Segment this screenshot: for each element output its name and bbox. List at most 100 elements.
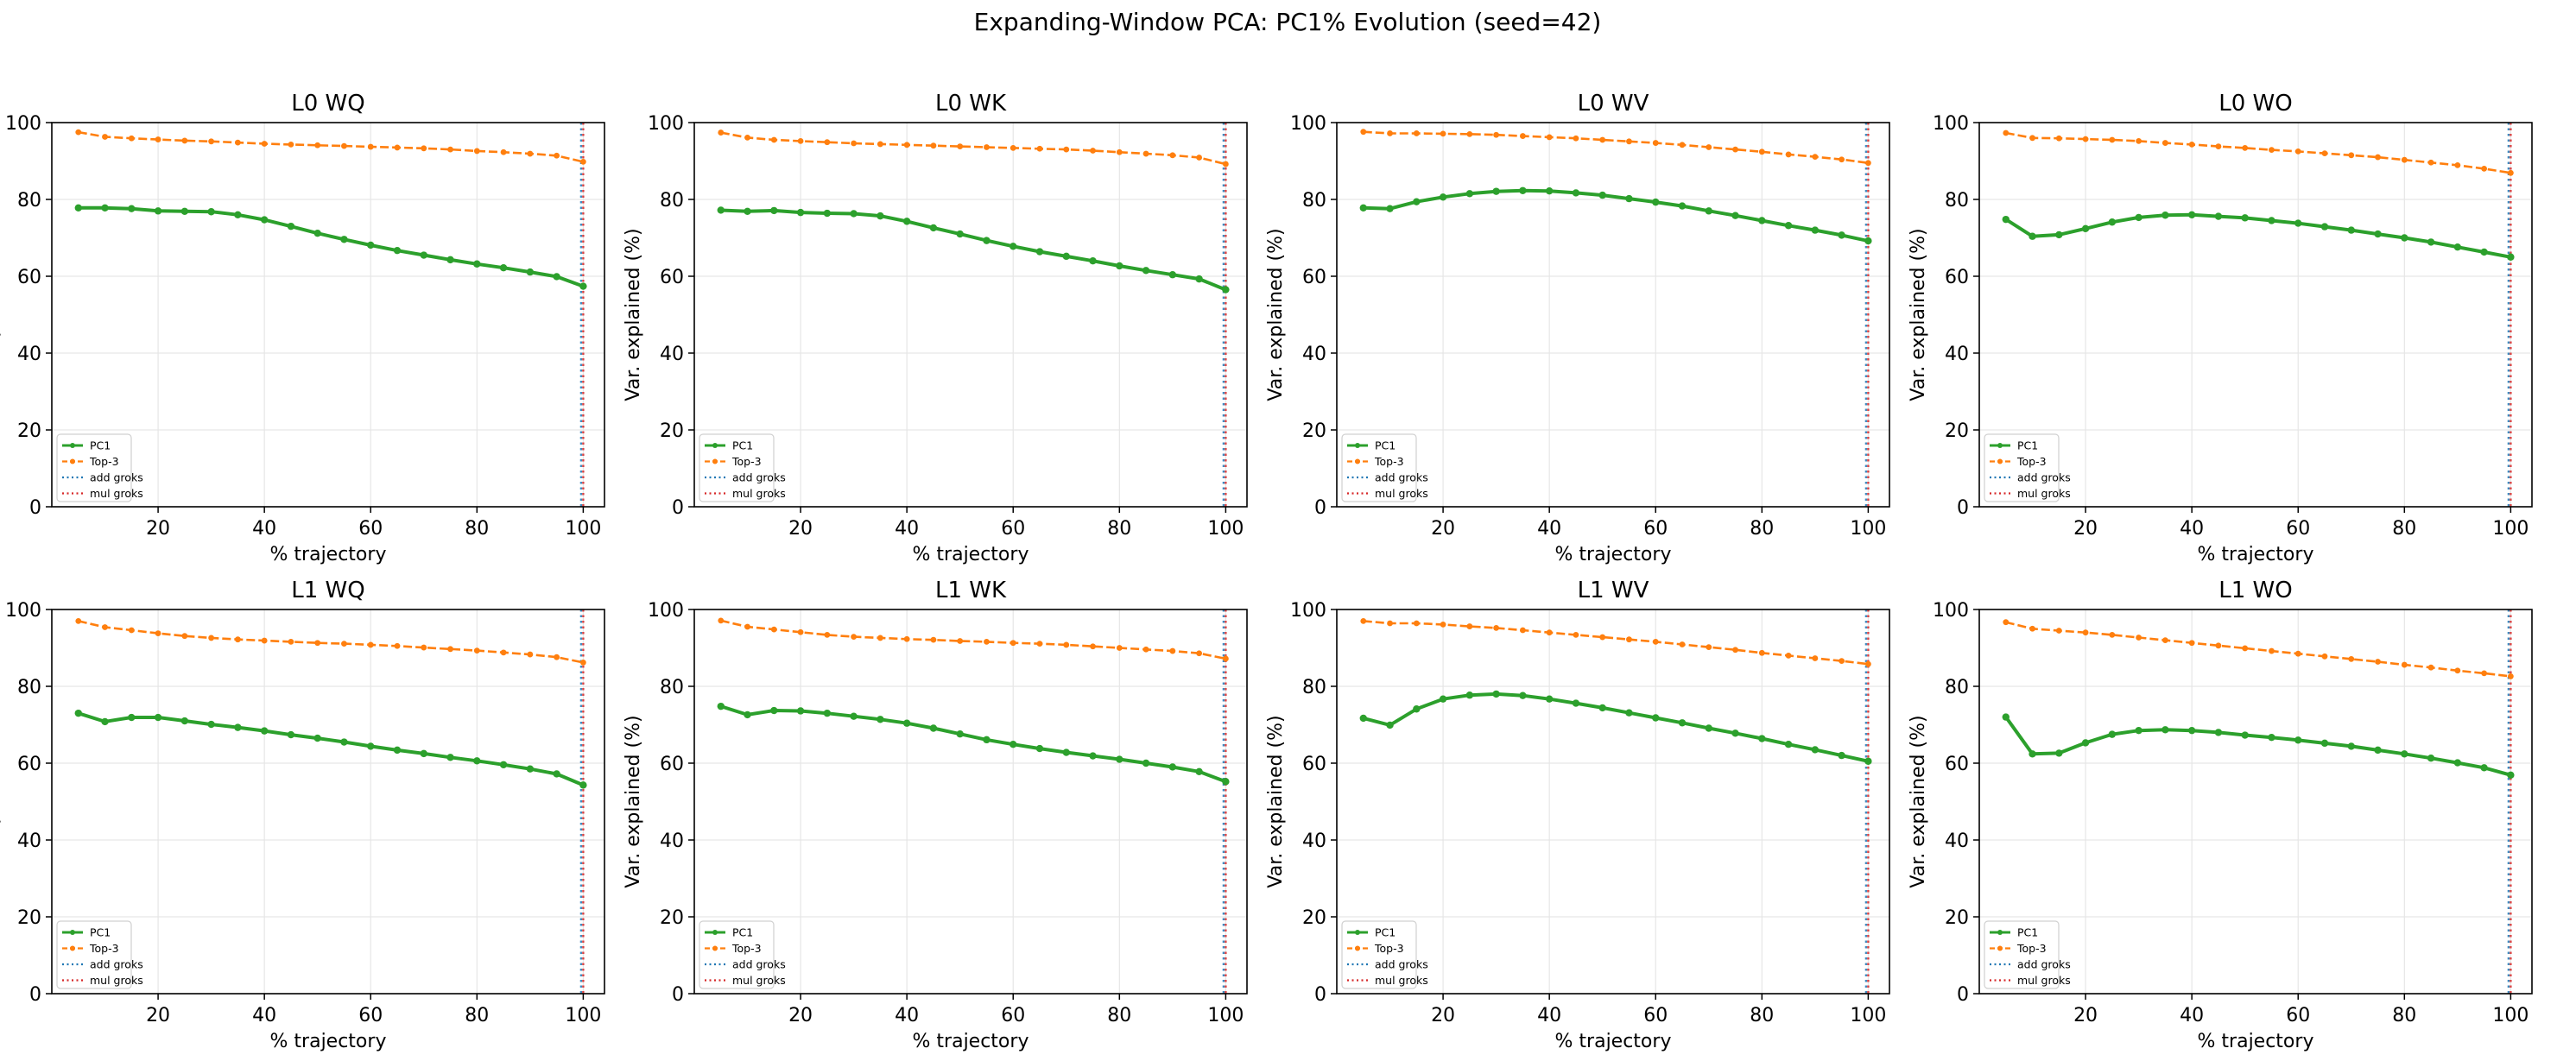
- y-axis-label: Var. explained (%): [1908, 228, 1929, 401]
- axes-frame: [1336, 609, 1890, 995]
- pc1-data-point: [2241, 214, 2249, 222]
- legend-marker: [70, 458, 75, 464]
- legend-marker: [712, 443, 718, 448]
- top3-series-line: [720, 131, 1226, 166]
- y-tick-label: 40: [17, 830, 41, 852]
- pc1-data-point: [1010, 740, 1017, 748]
- pc1-data-point: [367, 742, 375, 750]
- legend-marker: [712, 458, 718, 464]
- pc1-data-point: [553, 770, 560, 778]
- pc1-data-point: [1386, 205, 1394, 212]
- top3-data-point: [957, 638, 964, 644]
- legend-label: Top-3: [731, 455, 762, 468]
- pc1-series-line: [1363, 188, 1869, 243]
- y-tick-label: 40: [1302, 344, 1326, 365]
- pc1-data-point: [850, 210, 858, 218]
- pc1-data-point: [1386, 721, 1394, 729]
- y-axis-label: Var. explained (%): [1265, 715, 1287, 887]
- pc1-data-point: [2187, 211, 2196, 218]
- pc1-data-point: [2294, 736, 2302, 744]
- y-tick-label: 40: [660, 830, 684, 852]
- pc1-data-point: [1359, 204, 1367, 212]
- y-tick-label: 60: [1945, 267, 1969, 288]
- pc1-data-point: [2320, 739, 2329, 748]
- pc1-data-point: [420, 749, 427, 758]
- top3-data-point: [2375, 154, 2381, 161]
- pc1-data-point: [877, 212, 884, 220]
- pc1-data-point: [2108, 218, 2117, 226]
- y-tick-label: 20: [1302, 420, 1326, 442]
- top3-data-point: [1116, 148, 1123, 155]
- pc1-data-point: [2374, 746, 2382, 755]
- pc1-data-point: [2029, 232, 2036, 240]
- y-tick-label: 100: [1290, 600, 1326, 622]
- pc1-data-point: [154, 713, 162, 722]
- top3-data-point: [1573, 135, 1579, 142]
- y-tick-label: 20: [660, 420, 684, 442]
- x-tick-label: 60: [2286, 1005, 2310, 1026]
- pc1-data-point: [744, 207, 751, 215]
- y-tick-label: 100: [5, 113, 41, 135]
- pc1-data-point: [823, 209, 832, 218]
- x-tick-label: 40: [2180, 518, 2204, 540]
- pc1-data-point: [956, 729, 964, 738]
- top3-data-point: [314, 142, 321, 148]
- pc1-data-point: [1035, 744, 1044, 753]
- pc1-data-point: [2002, 713, 2010, 721]
- top3-data-point: [2454, 161, 2461, 168]
- top3-data-point: [1063, 641, 1070, 648]
- y-tick-label: 40: [17, 344, 41, 365]
- top3-data-point: [1839, 658, 1845, 665]
- top3-data-point: [341, 142, 347, 149]
- subplot-title: L1 WV: [1578, 578, 1649, 603]
- pc1-data-point: [74, 204, 82, 212]
- pc1-data-point: [1598, 704, 1606, 712]
- pc1-data-point: [2507, 253, 2515, 261]
- subplot-l1-wo: 20 40 60 80 100 0 20 40 60 80 100 L1 WO % trajectory…: [1908, 578, 2533, 1052]
- pc1-data-point: [2161, 726, 2169, 734]
- top3-data-point: [1196, 650, 1203, 657]
- pc1-data-point: [2081, 739, 2090, 747]
- top3-data-point: [1116, 645, 1123, 651]
- top3-data-point: [554, 654, 560, 660]
- top3-data-point: [288, 638, 294, 645]
- pc1-data-point: [2507, 771, 2515, 779]
- top3-data-point: [1466, 130, 1473, 137]
- top3-data-point: [1706, 644, 1712, 651]
- top3-data-point: [1626, 138, 1632, 145]
- pc1-data-point: [128, 713, 136, 722]
- pc1-data-point: [1864, 757, 1872, 765]
- top3-data-point: [421, 145, 427, 152]
- x-axis-label: % trajectory: [913, 544, 1029, 565]
- subplot-title: L0 WK: [935, 91, 1007, 117]
- top3-data-point: [1864, 160, 1871, 167]
- pc1-data-point: [796, 707, 805, 715]
- x-tick-label: 20: [146, 518, 170, 540]
- pc1-data-point: [929, 724, 938, 732]
- x-axis-label: % trajectory: [270, 544, 387, 565]
- top3-data-point: [2294, 148, 2301, 155]
- x-tick-label: 60: [2286, 518, 2310, 540]
- top3-data-point: [1222, 161, 1229, 167]
- top3-data-point: [2454, 667, 2461, 674]
- legend-marker: [712, 945, 718, 951]
- y-tick-label: 60: [17, 267, 41, 288]
- top3-data-point: [851, 634, 858, 640]
- pc1-data-point: [446, 754, 454, 761]
- top3-data-point: [770, 626, 777, 633]
- x-tick-label: 60: [1001, 518, 1025, 540]
- pc1-data-point: [579, 781, 587, 789]
- x-tick-label: 20: [788, 518, 813, 540]
- top3-data-point: [2507, 673, 2514, 679]
- y-axis-label: Var. explained (%): [0, 228, 2, 401]
- top3-data-point: [128, 627, 135, 634]
- top3-data-point: [957, 143, 964, 149]
- top3-data-point: [930, 142, 937, 149]
- x-tick-label: 100: [2492, 1005, 2529, 1026]
- top3-data-point: [234, 139, 241, 146]
- legend-label: Top-3: [1374, 942, 1404, 955]
- pc1-data-point: [1062, 252, 1070, 261]
- top3-data-point: [1222, 655, 1229, 662]
- y-tick-label: 60: [1945, 754, 1969, 775]
- top3-data-point: [903, 142, 910, 148]
